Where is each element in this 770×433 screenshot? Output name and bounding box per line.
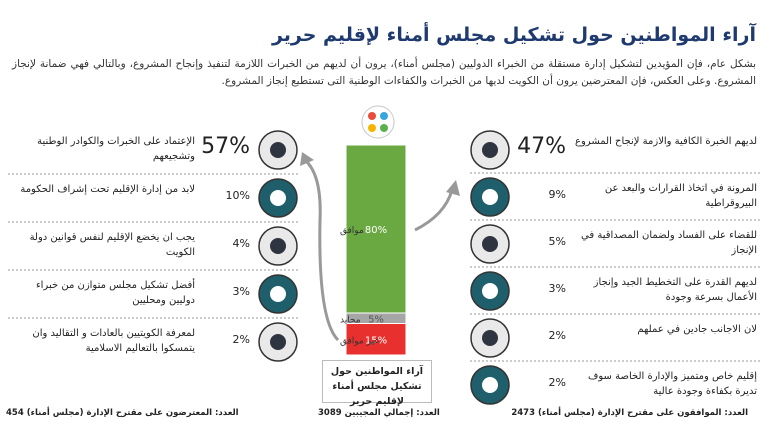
item-text: لمعرفة الكويتيين بالعادات و التقاليد وان… (32, 328, 195, 354)
item-text: لديهم القدرة على التخطيط الجيد وإنجاز ال… (593, 277, 757, 303)
item-text: يجب ان يخضع الإقليم لنفس قوانين دولة الك… (29, 232, 195, 258)
item-text: إقليم خاص ومتميز والإدارة الخاصة سوف تدي… (588, 371, 757, 397)
item-text: لابد من إدارة الإقليم تحت إشراف الحكومة (20, 184, 195, 195)
icon-inner (270, 334, 286, 350)
arrow-head (446, 180, 460, 196)
percent: 2% (548, 376, 566, 389)
percent: 9% (548, 188, 566, 201)
item-text: لان الاجانب جادين في عملهم (637, 324, 757, 335)
footer: العدد: إجمالي المجيبين 3089 (318, 408, 440, 418)
value-label: 5% (368, 314, 384, 325)
arrow-head (300, 152, 314, 166)
percent: 10% (225, 189, 250, 202)
footer: العدد: المعترضون على مقترح الإدارة (مجلس… (6, 408, 239, 418)
item-text: للقضاء على الفساد ولضمان المصداقية في ال… (581, 230, 757, 256)
item-text: لديهم الخبرة الكافية والازمة لإنجاح المش… (575, 136, 757, 147)
arrow (414, 189, 454, 232)
bar-segment (345, 323, 407, 356)
icon-inner (270, 286, 286, 302)
icon-inner (270, 190, 286, 206)
icon-inner (482, 330, 498, 346)
percent: 3% (232, 285, 250, 298)
item-text: أفضل تشكيل مجلس متوازن من خبراء دوليين و… (35, 280, 195, 306)
arrow (303, 158, 340, 342)
legend-label: محايد (340, 315, 361, 325)
value-label: 15% (365, 335, 387, 346)
percent: 3% (548, 282, 566, 295)
icon-inner (482, 189, 498, 205)
value-label: 80% (365, 225, 387, 236)
title: آراء المواطنين حول تشكيل مجلس أمناء لإقل… (271, 24, 756, 46)
icon-inner (270, 238, 286, 254)
icon-inner (482, 236, 498, 252)
icon-inner (482, 377, 498, 393)
percent: 2% (232, 333, 250, 346)
logo (361, 105, 395, 139)
item-text: المرونة في اتخاذ القرارات والبعد عن البي… (604, 183, 757, 209)
footer: العدد: الموافقون على مقترح الإدارة (مجلس… (511, 408, 748, 418)
item-text: الإعتماد على الخبرات والكوادر الوطنية وت… (37, 136, 195, 162)
icon-inner (482, 142, 498, 158)
paragraph: بشكل عام، فإن المؤيدين لتشكيل إدارة مستق… (12, 58, 756, 87)
legend-label: غير موافق (340, 336, 379, 346)
icon-inner (482, 283, 498, 299)
bar-category: آراء المواطنين حول تشكيل مجلس أمناء لإقل… (322, 360, 432, 407)
percent: 5% (548, 235, 566, 248)
bar-segment (345, 144, 407, 314)
percent: 2% (548, 329, 566, 342)
percent: 57% (201, 134, 250, 159)
percent: 47% (517, 134, 566, 159)
percent: 4% (232, 237, 250, 250)
legend-label: موافق (340, 226, 364, 236)
icon-inner (270, 142, 286, 158)
